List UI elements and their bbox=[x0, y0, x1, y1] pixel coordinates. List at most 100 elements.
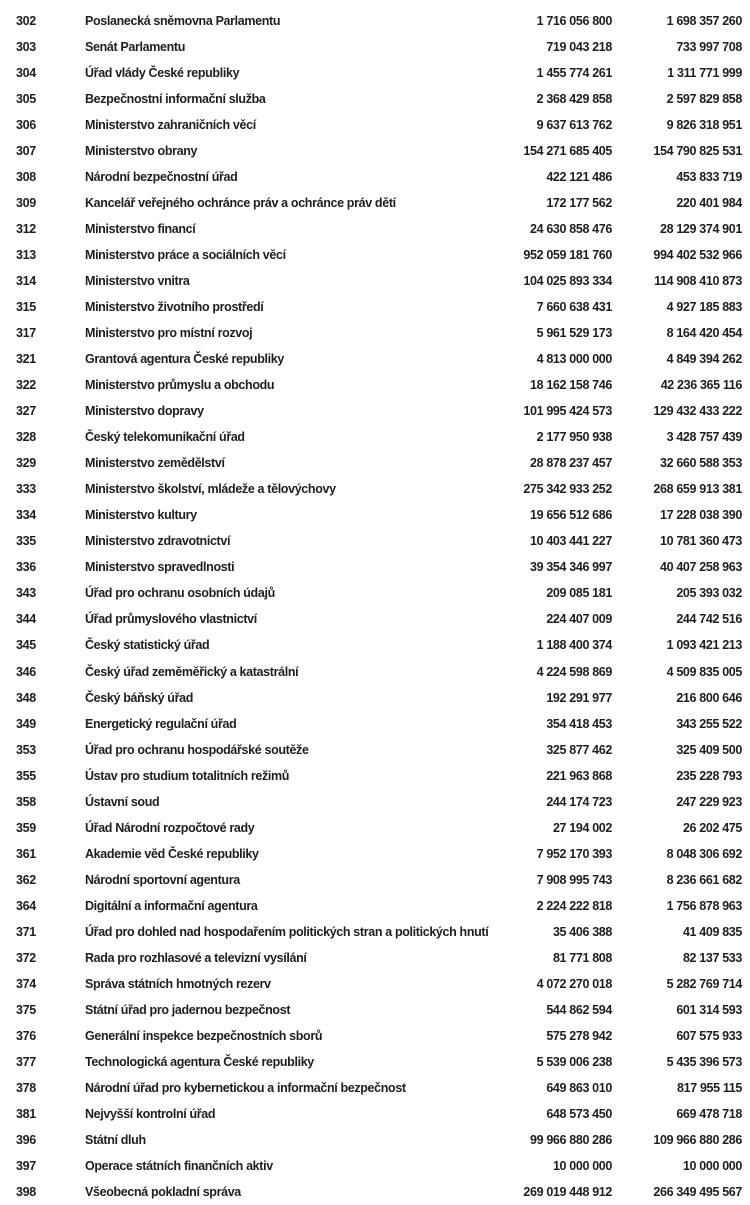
amount-column-1: 27 194 002 bbox=[552, 820, 612, 835]
chapter-name: Správa státních hmotných rezerv bbox=[85, 976, 271, 991]
amount-column-2: 220 401 984 bbox=[676, 196, 742, 211]
table-row: 322 Ministerstvo průmyslu a obchodu 18 162… bbox=[0, 372, 750, 398]
table-row: 306 Ministerstvo zahraničních věcí 9 637 6… bbox=[0, 112, 750, 138]
amount-column-2: 5 435 396 573 bbox=[666, 1054, 743, 1069]
amount-column-1: 952 059 181 760 bbox=[523, 248, 612, 263]
amount-column-2: 8 236 661 682 bbox=[666, 872, 743, 887]
amount-column-1: 221 963 868 bbox=[546, 768, 612, 783]
chapter-code: 345 bbox=[16, 638, 36, 653]
amount-column-2: 28 129 374 901 bbox=[660, 222, 742, 237]
chapter-code: 364 bbox=[16, 898, 36, 913]
chapter-name: Ministerstvo zdravotnictví bbox=[85, 534, 231, 549]
amount-column-1: 325 877 462 bbox=[546, 742, 612, 757]
table-row: 328 Český telekomunikační úřad 2 177 950 9… bbox=[0, 424, 750, 450]
amount-column-2: 205 393 032 bbox=[676, 586, 742, 601]
table-row: 375 Státní úřad pro jadernou bezpečnost 54… bbox=[0, 997, 750, 1023]
amount-column-1: 172 177 562 bbox=[546, 196, 612, 211]
table-row: 398 Všeobecná pokladní správa 269 019 448 … bbox=[0, 1179, 750, 1205]
chapter-code: 398 bbox=[16, 1184, 36, 1199]
chapter-code: 381 bbox=[16, 1106, 36, 1121]
chapter-name: Ministerstvo dopravy bbox=[85, 404, 204, 419]
chapter-name: Grantová agentura České republiky bbox=[85, 352, 284, 367]
chapter-code: 376 bbox=[16, 1028, 36, 1043]
chapter-name: Ministerstvo pro místní rozvoj bbox=[85, 326, 253, 341]
table-row: 335 Ministerstvo zdravotnictví 10 403 441 … bbox=[0, 528, 750, 554]
chapter-code: 302 bbox=[16, 14, 36, 28]
chapter-name: Technologická agentura České republiky bbox=[85, 1054, 314, 1069]
table-row: 355 Ústav pro studium totalitních režimů 2… bbox=[0, 763, 750, 789]
amount-column-1: 4 072 270 018 bbox=[536, 976, 613, 991]
table-row: 327 Ministerstvo dopravy 101 995 424 573 12… bbox=[0, 398, 750, 424]
table-row: 315 Ministerstvo životního prostředí 7 660… bbox=[0, 294, 750, 320]
chapter-name: Ministerstvo průmyslu a obchodu bbox=[85, 378, 275, 393]
chapter-name: Ústavní soud bbox=[85, 794, 160, 809]
chapter-code: 343 bbox=[16, 586, 36, 601]
chapter-code: 377 bbox=[16, 1054, 36, 1069]
chapter-name: Národní úřad pro kybernetickou a informa… bbox=[85, 1080, 406, 1095]
table-row: 309 Kancelář veřejného ochránce práv a oc… bbox=[0, 190, 750, 216]
chapter-code: 303 bbox=[16, 40, 36, 55]
amount-column-1: 4 224 598 869 bbox=[536, 664, 613, 679]
amount-column-2: 129 432 433 222 bbox=[653, 404, 742, 419]
chapter-code: 362 bbox=[16, 872, 36, 887]
table-row: 307 Ministerstvo obrany 154 271 685 405 154… bbox=[0, 138, 750, 164]
amount-column-1: 9 637 613 762 bbox=[536, 118, 613, 133]
chapter-code: 329 bbox=[16, 456, 36, 471]
chapter-name: Úřad pro dohled nad hospodařením politic… bbox=[85, 924, 489, 939]
amount-column-2: 26 202 475 bbox=[682, 820, 742, 835]
table-row: 304 Úřad vlády České republiky 1 455 774 2… bbox=[0, 60, 750, 86]
amount-column-1: 39 354 346 997 bbox=[530, 560, 612, 575]
chapter-name: Ministerstvo vnitra bbox=[85, 274, 190, 289]
amount-column-1: 1 716 056 800 bbox=[536, 14, 613, 28]
chapter-name: Operace státních finančních aktiv bbox=[85, 1158, 273, 1173]
chapter-name: Energetický regulační úřad bbox=[85, 716, 237, 731]
table-row: 397 Operace státních finančních aktiv 10 0… bbox=[0, 1153, 750, 1179]
table-row: 336 Ministerstvo spravedlnosti 39 354 346 … bbox=[0, 554, 750, 580]
chapter-code: 335 bbox=[16, 534, 36, 549]
chapter-code: 375 bbox=[16, 1002, 36, 1017]
amount-column-2: 733 997 708 bbox=[676, 40, 742, 55]
chapter-code: 371 bbox=[16, 924, 36, 939]
chapter-code: 361 bbox=[16, 846, 36, 861]
chapter-name: Úřad pro ochranu osobních údajů bbox=[85, 586, 275, 601]
chapter-code: 353 bbox=[16, 742, 36, 757]
chapter-name: Národní bezpečnostní úřad bbox=[85, 170, 238, 185]
amount-column-2: 114 908 410 873 bbox=[654, 274, 742, 289]
amount-column-2: 669 478 718 bbox=[676, 1106, 742, 1121]
chapter-code: 349 bbox=[16, 716, 36, 731]
table-row: 302 Poslanecká sněmovna Parlamentu 1 716 0… bbox=[0, 8, 750, 34]
amount-column-2: 235 228 793 bbox=[676, 768, 742, 783]
chapter-code: 327 bbox=[16, 404, 36, 419]
amount-column-2: 5 282 769 714 bbox=[666, 976, 743, 991]
table-row: 305 Bezpečnostní informační služba 2 368 4… bbox=[0, 86, 750, 112]
chapter-code: 307 bbox=[16, 144, 36, 159]
amount-column-2: 154 790 825 531 bbox=[653, 144, 742, 159]
amount-column-1: 649 863 010 bbox=[546, 1080, 612, 1095]
chapter-name: Úřad průmyslového vlastnictví bbox=[85, 612, 257, 627]
amount-column-2: 1 093 421 213 bbox=[666, 638, 743, 653]
chapter-name: Český statistický úřad bbox=[85, 638, 210, 653]
amount-column-2: 10 781 360 473 bbox=[660, 534, 742, 549]
chapter-name: Ministerstvo životního prostředí bbox=[85, 300, 264, 315]
chapter-name: Ministerstvo školství, mládeže a tělovýc… bbox=[85, 482, 336, 497]
chapter-code: 308 bbox=[16, 170, 36, 185]
amount-column-2: 9 826 318 951 bbox=[666, 118, 743, 133]
table-row: 362 Národní sportovní agentura 7 908 995 7… bbox=[0, 867, 750, 893]
amount-column-1: 99 966 880 286 bbox=[530, 1132, 612, 1147]
table-row: 334 Ministerstvo kultury 19 656 512 686 17 … bbox=[0, 502, 750, 528]
chapter-name: Český báňský úřad bbox=[85, 690, 193, 705]
table-row: 312 Ministerstvo financí 24 630 858 476 28 … bbox=[0, 216, 750, 242]
amount-column-1: 7 908 995 743 bbox=[536, 872, 613, 887]
chapter-name: Ministerstvo financí bbox=[85, 222, 196, 237]
chapter-code: 374 bbox=[16, 976, 36, 991]
amount-column-1: 35 406 388 bbox=[552, 924, 612, 939]
amount-column-2: 244 742 516 bbox=[676, 612, 742, 627]
amount-column-2: 109 966 880 286 bbox=[653, 1132, 742, 1147]
chapter-code: 344 bbox=[16, 612, 36, 627]
chapter-code: 359 bbox=[16, 820, 36, 835]
amount-column-1: 209 085 181 bbox=[546, 586, 612, 601]
chapter-code: 317 bbox=[16, 326, 36, 341]
amount-column-1: 2 177 950 938 bbox=[536, 430, 613, 445]
amount-column-2: 2 597 829 858 bbox=[666, 92, 743, 107]
table-row: 349 Energetický regulační úřad 354 418 453… bbox=[0, 711, 750, 737]
